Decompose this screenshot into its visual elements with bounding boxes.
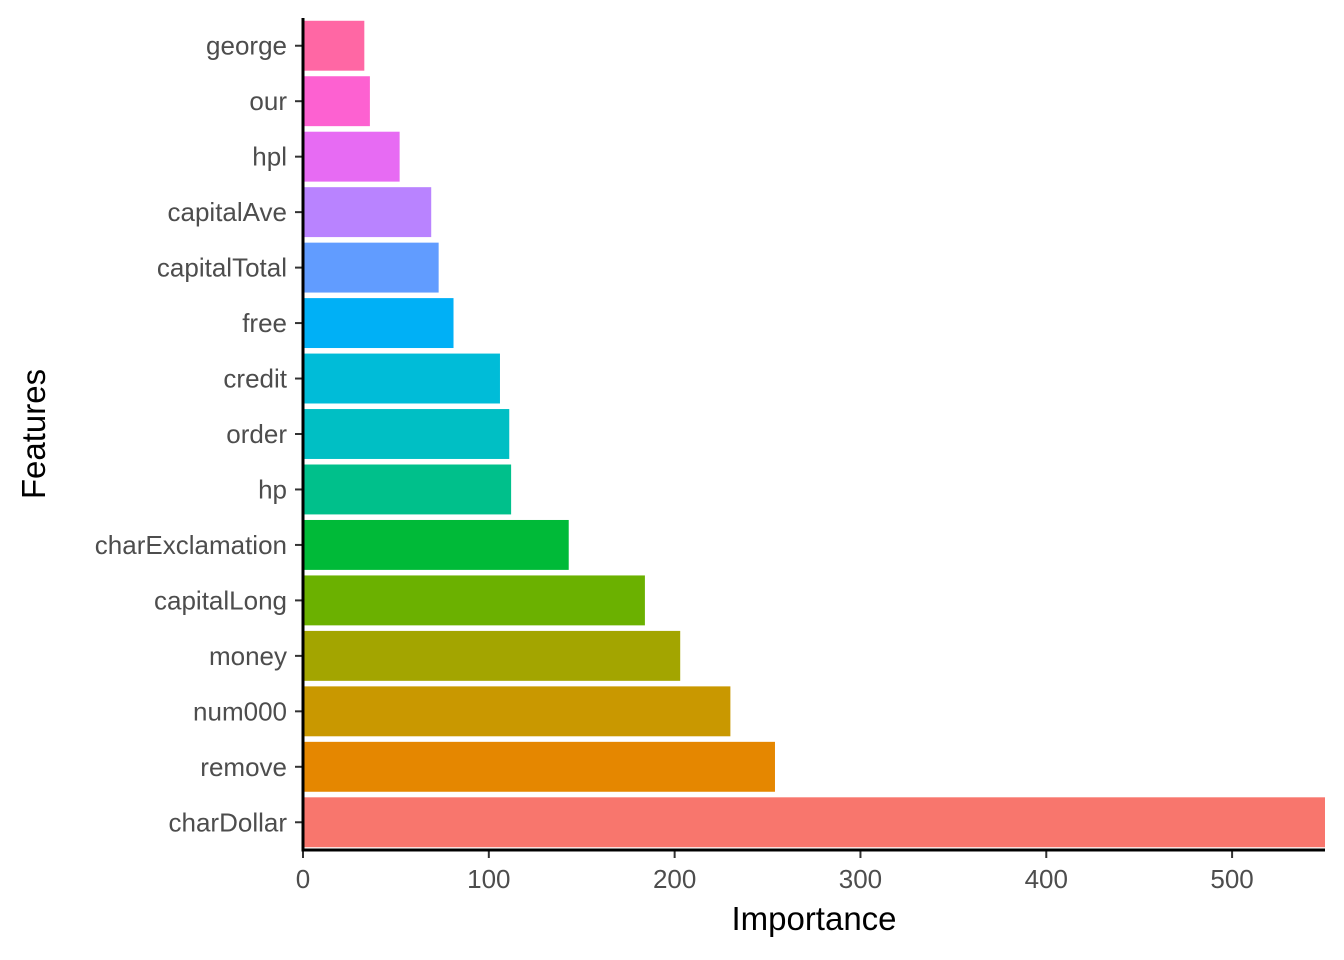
y-tick-label: capitalLong — [154, 585, 287, 615]
x-tick-label: 100 — [467, 864, 510, 894]
x-tick-label: 200 — [653, 864, 696, 894]
bar-our — [303, 76, 370, 127]
y-tick-label: charExclamation — [95, 530, 287, 560]
y-axis-title: Features — [15, 369, 52, 499]
y-tick-label: order — [226, 419, 287, 449]
bar-capitalLong — [303, 575, 645, 626]
bar-order — [303, 409, 510, 459]
x-axis-ticks: 0 100 200 300 400 500 — [296, 850, 1254, 894]
x-tick-label: 500 — [1210, 864, 1253, 894]
bar-credit — [303, 353, 500, 404]
y-tick-label: credit — [223, 364, 287, 394]
bar-free — [303, 298, 454, 349]
y-tick-label: hp — [258, 474, 287, 504]
x-tick-label: 300 — [839, 864, 882, 894]
bar-capitalTotal — [303, 242, 439, 293]
bar-remove — [303, 741, 775, 792]
bar-num000 — [303, 686, 731, 737]
y-tick-label: num000 — [193, 696, 287, 726]
bar-capitalAve — [303, 187, 432, 238]
bar-hp — [303, 464, 512, 515]
y-tick-label: capitalTotal — [157, 253, 287, 283]
x-tick-label: 0 — [296, 864, 310, 894]
y-tick-label: free — [242, 308, 287, 338]
y-tick-label: remove — [200, 752, 287, 782]
x-axis-title: Importance — [731, 900, 896, 937]
y-tick-label: capitalAve — [168, 197, 288, 227]
bar-charDollar — [303, 797, 1325, 848]
bar-george — [303, 20, 365, 71]
y-tick-label: hpl — [252, 142, 287, 172]
y-tick-label: our — [249, 86, 287, 116]
x-tick-label: 400 — [1025, 864, 1068, 894]
y-axis-ticks: charDollar remove num000 money capitalLong ch… — [95, 31, 303, 837]
bar-money — [303, 630, 681, 681]
bar-hpl — [303, 131, 400, 182]
y-tick-label: charDollar — [169, 807, 288, 837]
y-tick-label: money — [209, 641, 287, 671]
bar-charExclamation — [303, 519, 569, 570]
y-tick-label: george — [206, 31, 287, 61]
bars-group — [303, 20, 1325, 848]
